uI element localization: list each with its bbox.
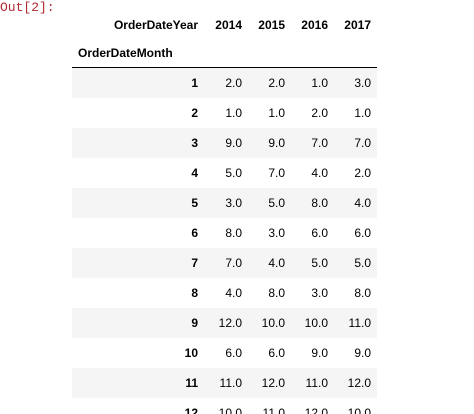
table-cell-2015: 10.0 <box>261 316 285 330</box>
table-cell-2016: 4.0 <box>311 166 328 180</box>
row-index-label: 10 <box>184 346 198 360</box>
table-cell-2016: 12.0 <box>304 406 328 414</box>
table-cell-2017: 5.0 <box>354 256 371 270</box>
table-cell-2016: 5.0 <box>311 256 328 270</box>
table-cell-2016: 10.0 <box>304 316 328 330</box>
table-cell-2015: 11.0 <box>262 406 285 414</box>
row-index-label: 7 <box>191 256 198 270</box>
table-cell-2016: 3.0 <box>311 286 328 300</box>
dataframe-table: OrderDateYear 2014 2015 2016 2017 OrderD… <box>72 10 377 414</box>
column-header-2014: 2014 <box>215 18 242 32</box>
column-header-2017: 2017 <box>344 18 371 32</box>
table-row: 12 10.0 11.0 12.0 10.0 <box>72 398 377 414</box>
header-row-index-name: OrderDateMonth <box>72 40 377 68</box>
columns-name-label: OrderDateYear <box>113 18 198 32</box>
header-empty-cell <box>337 40 377 68</box>
table-row: 5 3.0 5.0 8.0 4.0 <box>72 188 377 218</box>
table-cell-2017: 9.0 <box>354 346 371 360</box>
table-row: 11 11.0 12.0 11.0 12.0 <box>72 368 377 398</box>
table-cell-2015: 2.0 <box>268 76 285 90</box>
table-cell-2015: 8.0 <box>268 286 285 300</box>
table-row: 1 2.0 2.0 1.0 3.0 <box>72 67 377 98</box>
header-empty-cell <box>294 40 337 68</box>
row-index-label: 8 <box>191 286 198 300</box>
row-index-label: 3 <box>191 136 198 150</box>
header-row-columns: OrderDateYear 2014 2015 2016 2017 <box>72 10 377 40</box>
table-cell-2017: 7.0 <box>354 136 371 150</box>
table-cell-2015: 6.0 <box>268 346 285 360</box>
table-cell-2014: 11.0 <box>219 376 242 390</box>
table-cell-2014: 3.0 <box>225 196 242 210</box>
row-index-label: 5 <box>191 196 198 210</box>
table-cell-2014: 5.0 <box>225 166 242 180</box>
table-cell-2016: 7.0 <box>311 136 328 150</box>
table-row: 10 6.0 6.0 9.0 9.0 <box>72 338 377 368</box>
table-cell-2015: 9.0 <box>268 136 285 150</box>
table-cell-2015: 7.0 <box>268 166 285 180</box>
table-header: OrderDateYear 2014 2015 2016 2017 OrderD… <box>72 10 377 68</box>
table-row: 9 12.0 10.0 10.0 11.0 <box>72 308 377 338</box>
row-index-label: 9 <box>191 316 198 330</box>
table-cell-2014: 1.0 <box>225 106 242 120</box>
table-cell-2017: 4.0 <box>354 196 371 210</box>
table-cell-2016: 1.0 <box>311 76 328 90</box>
table-body: 1 2.0 2.0 1.0 3.0 2 1.0 1.0 2.0 1.0 3 9.0 9.0 7.0 7.0 4… <box>72 67 377 414</box>
table-cell-2017: 8.0 <box>354 286 371 300</box>
table-cell-2017: 1.0 <box>354 106 371 120</box>
row-index-label: 6 <box>191 226 198 240</box>
table-cell-2017: 6.0 <box>354 226 371 240</box>
index-name-label: OrderDateMonth <box>78 46 173 60</box>
header-empty-cell <box>208 40 251 68</box>
header-empty-cell <box>251 40 294 68</box>
table-cell-2015: 12.0 <box>261 376 285 390</box>
output-prompt: Out[2]: <box>0 0 55 15</box>
table-cell-2016: 6.0 <box>311 226 328 240</box>
table-cell-2017: 12.0 <box>347 376 371 390</box>
table-cell-2014: 9.0 <box>225 136 242 150</box>
table-row: 3 9.0 9.0 7.0 7.0 <box>72 128 377 158</box>
row-index-label: 12 <box>184 406 198 414</box>
table-cell-2017: 2.0 <box>354 166 371 180</box>
table-cell-2017: 3.0 <box>354 76 371 90</box>
table-cell-2015: 3.0 <box>268 226 285 240</box>
table-row: 4 5.0 7.0 4.0 2.0 <box>72 158 377 188</box>
table-row: 7 7.0 4.0 5.0 5.0 <box>72 248 377 278</box>
column-header-2015: 2015 <box>258 18 285 32</box>
table-cell-2016: 8.0 <box>311 196 328 210</box>
table-cell-2015: 1.0 <box>268 106 285 120</box>
table-cell-2015: 4.0 <box>268 256 285 270</box>
table-cell-2014: 12.0 <box>218 316 242 330</box>
table-row: 8 4.0 8.0 3.0 8.0 <box>72 278 377 308</box>
table-cell-2016: 11.0 <box>305 376 328 390</box>
row-index-label: 1 <box>191 76 198 90</box>
table-cell-2015: 5.0 <box>268 196 285 210</box>
table-cell-2017: 10.0 <box>347 406 371 414</box>
table-cell-2014: 6.0 <box>225 346 242 360</box>
table-cell-2017: 11.0 <box>348 316 371 330</box>
table-cell-2016: 9.0 <box>311 346 328 360</box>
table-cell-2014: 10.0 <box>218 406 242 414</box>
column-header-2016: 2016 <box>301 18 328 32</box>
table-cell-2014: 2.0 <box>225 76 242 90</box>
table-cell-2016: 2.0 <box>311 106 328 120</box>
table-cell-2014: 8.0 <box>225 226 242 240</box>
table-row: 6 8.0 3.0 6.0 6.0 <box>72 218 377 248</box>
row-index-label: 4 <box>191 166 198 180</box>
row-index-label: 2 <box>191 106 198 120</box>
dataframe-output: OrderDateYear 2014 2015 2016 2017 OrderD… <box>72 10 377 414</box>
table-cell-2014: 7.0 <box>225 256 242 270</box>
table-cell-2014: 4.0 <box>225 286 242 300</box>
row-index-label: 11 <box>185 376 198 390</box>
table-row: 2 1.0 1.0 2.0 1.0 <box>72 98 377 128</box>
